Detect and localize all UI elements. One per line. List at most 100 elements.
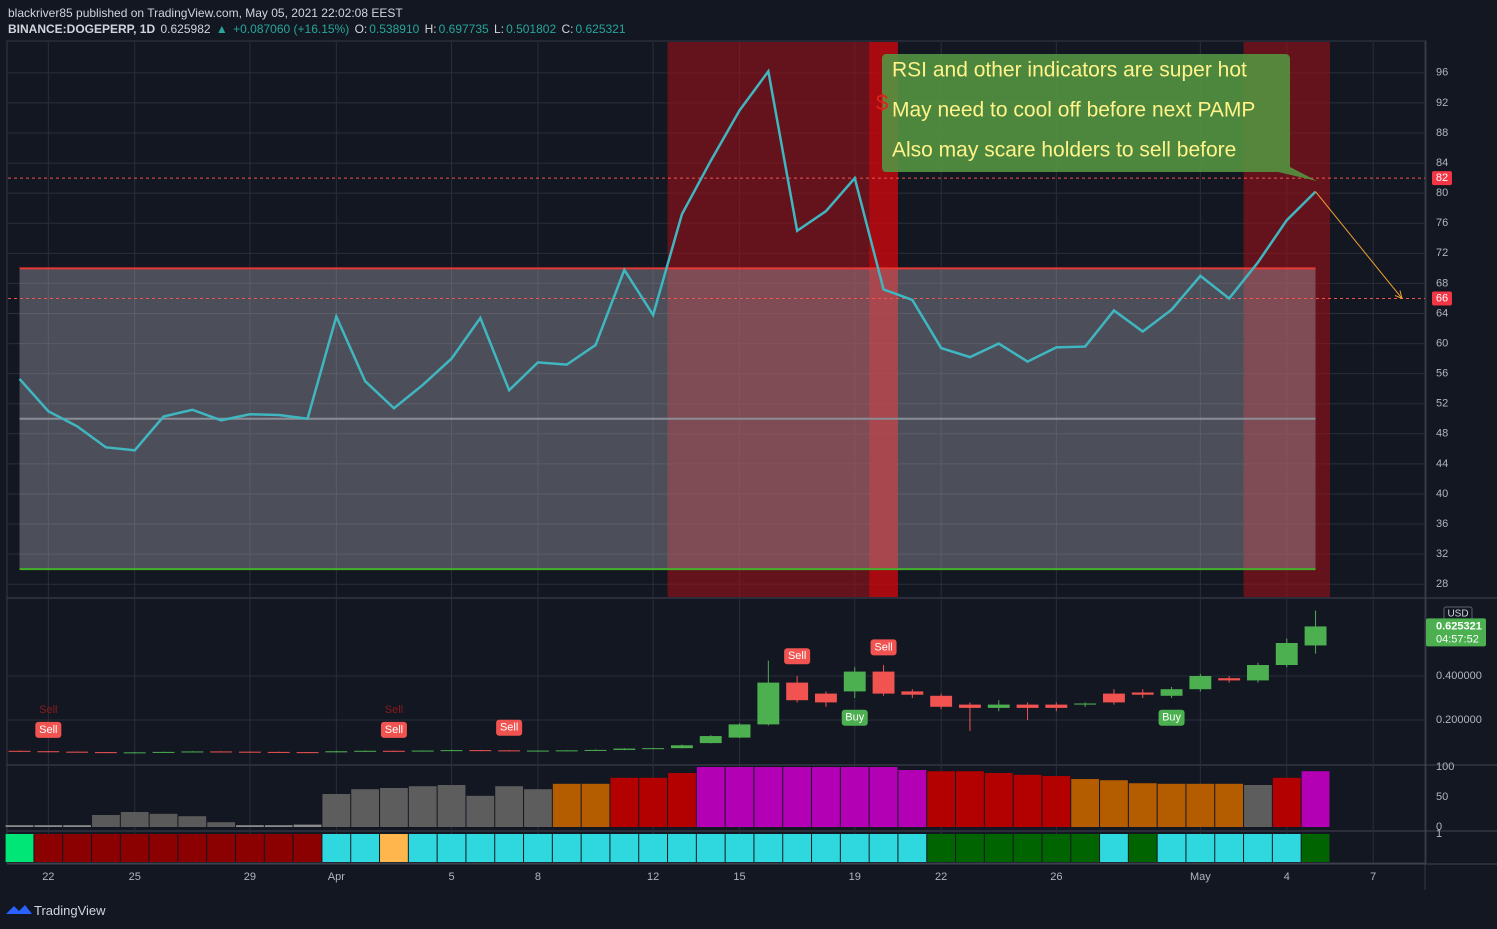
y-tick-label: 88 [1436,127,1448,139]
candle-body [959,704,981,708]
candle-body [1160,689,1183,696]
candle-body [1189,676,1212,690]
histogram-bar [1215,783,1244,828]
histogram-bar [1071,779,1100,828]
strip-cell [34,834,63,862]
strip-cell [696,834,725,862]
x-tick-label: 26 [1050,871,1062,883]
last-price: 0.625982 [160,22,211,36]
candle-body [1275,643,1298,665]
arrow-head [1394,290,1403,300]
signal-badge [380,721,407,738]
candle-body [37,751,60,753]
rsi-line [18,68,1317,452]
level-label: 82 [1436,172,1448,184]
candle-body [526,750,549,752]
strip-cell [1244,834,1272,862]
strip-cell [437,834,466,862]
signal-badge [841,709,868,726]
logo [6,905,32,914]
h-label: H: [424,22,437,36]
level-badge [1432,291,1452,306]
histogram-bar [754,767,783,828]
strip-cell [351,834,380,862]
candle-body [325,751,348,753]
candle-body [382,750,405,752]
histogram-bar [1042,776,1071,828]
strip-cell [1128,834,1157,862]
y-tick-label: 0 [1436,821,1442,833]
y-tick-label: 56 [1436,368,1448,380]
strip-cell [639,834,668,862]
histogram-bar [898,770,927,828]
signal-label: Buy [1162,712,1181,724]
h-value: 0.697735 [438,22,489,36]
strip-cell [207,834,236,862]
strip-cell [725,834,754,862]
candle-body [210,751,233,753]
ohlc-line: BINANCE:DOGEPERP, 1D 0.625982 ▲ +0.08706… [8,22,628,36]
histogram-bar [351,789,380,828]
x-tick-label: Apr [328,871,345,883]
o-value: 0.538910 [369,22,420,36]
histogram-bar [696,767,725,828]
candle-body [8,750,31,752]
strip-cell [927,834,956,862]
strip-cell [1100,834,1128,862]
x-tick-label: 19 [849,871,861,883]
histogram-bar [1244,785,1272,828]
histogram-bar [581,783,610,828]
y-tick-label: 52 [1436,398,1448,410]
signal-badge [35,721,62,738]
candle-body [1304,626,1327,646]
histogram-bar [1013,774,1042,828]
histogram-bar [812,767,840,828]
strip-cell [1186,834,1215,862]
strip-cell [754,834,783,862]
candle-body [238,751,261,753]
signal-label: Buy [845,712,864,724]
annotation-text: RSI and other indicators are super hot [892,59,1247,82]
candle-body [728,724,751,738]
candle-body [440,750,463,752]
x-tick-label: 22 [42,871,54,883]
annotation-marker: $ [876,90,888,115]
y-tick-label: 100 [1436,761,1454,773]
y-tick-label: 32 [1436,548,1448,560]
x-tick-label: 12 [647,871,659,883]
candle-body [1247,665,1269,681]
up-arrow: ▲ [215,22,228,36]
signal-text: Sell [385,704,403,716]
candle-body [1103,693,1125,703]
histogram-bar [1100,780,1128,828]
x-tick-label: 5 [448,871,454,883]
histogram-bar [92,815,120,828]
candle-body [1016,704,1039,708]
strip-cell [552,834,581,862]
signal-label: Sell [500,722,518,734]
candle-body [498,750,521,752]
signal-badge [496,719,523,736]
x-tick-label: 7 [1370,871,1376,883]
strip-cell [984,834,1013,862]
histogram-bar [63,825,92,828]
candle-body [786,682,809,701]
signal-label: Sell [874,641,892,653]
x-tick-label: 29 [244,871,256,883]
candle-body [987,704,1010,708]
last-price-box [1426,618,1486,647]
y-tick-label: 84 [1436,157,1448,169]
publish-line: blackriver85 published on TradingView.co… [8,6,403,20]
strip-cell [524,834,552,862]
candle-body [757,682,780,725]
arrow [1315,191,1403,299]
strip-cell [466,834,495,862]
frame [6,40,1427,864]
strip-cell [668,834,696,862]
histogram-bar [956,771,984,828]
histogram-bar [552,783,581,828]
candle-body [1131,692,1154,695]
strip-cell [63,834,92,862]
candle-body [296,752,319,754]
